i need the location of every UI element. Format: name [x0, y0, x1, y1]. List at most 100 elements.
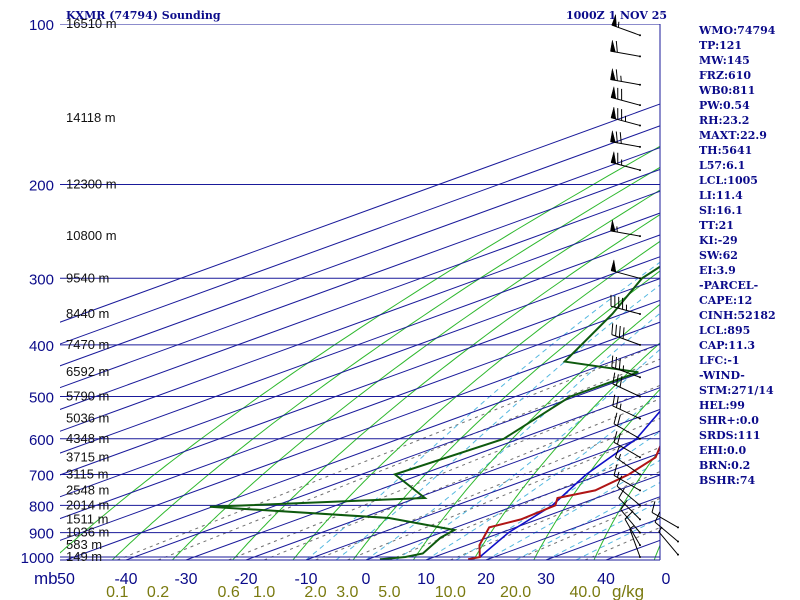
- pressure-tick-label: 400: [29, 338, 54, 355]
- index-item: TH:5641: [699, 144, 753, 157]
- isotherm: [185, 387, 660, 560]
- index-item: LCL:1005: [699, 174, 758, 187]
- mixing-ratio-label: 1.0: [253, 584, 275, 600]
- mixing-ratio-label: 0.1: [106, 584, 128, 600]
- height-label: 5036 m: [66, 411, 109, 426]
- isotherm: [60, 256, 660, 476]
- wind-barb: [610, 106, 641, 127]
- isobar-lines: [60, 24, 660, 558]
- index-item: LCL:895: [699, 324, 751, 337]
- temperature-tick-label: 10: [417, 571, 435, 588]
- wind-barb: [624, 510, 641, 547]
- wind-barb: [616, 475, 641, 507]
- dry-adiabat: [352, 270, 660, 560]
- isotherm-lines: [60, 103, 660, 560]
- temperature-tick-label: 30: [537, 571, 555, 588]
- temperature-tick-label: 0: [662, 571, 671, 588]
- dry-adiabats: [60, 145, 660, 560]
- isotherm: [365, 452, 660, 560]
- wind-barb: [610, 130, 641, 148]
- moist-adiabat: [425, 392, 660, 560]
- height-label: 1511 m: [66, 511, 108, 526]
- wind-barbs: [610, 14, 679, 559]
- dewpoint-line: [209, 265, 660, 560]
- moist-adiabat: [455, 430, 660, 560]
- wind-barb: [610, 40, 641, 58]
- height-label: 10800 m: [66, 228, 117, 243]
- isotherm: [65, 343, 660, 560]
- wind-barb: [629, 525, 641, 559]
- wind-barb: [613, 412, 641, 440]
- temperature-tick-label: -30: [174, 571, 197, 588]
- wind-barb: [612, 372, 641, 398]
- dry-adiabat: [593, 448, 660, 560]
- height-label: 3115 m: [66, 466, 108, 481]
- dry-adiabat: [232, 214, 660, 560]
- index-item: LI:11.4: [699, 189, 743, 202]
- mixing-ratio-label: 5.0: [378, 584, 400, 600]
- mixing-ratio-label: 40.0: [569, 584, 600, 600]
- height-label: 7470 m: [66, 337, 109, 352]
- pressure-tick-label: 500: [29, 390, 54, 407]
- moist-adiabat: [485, 459, 660, 560]
- grid-layer: [60, 24, 660, 560]
- height-label: 149 m: [66, 549, 102, 564]
- wind-barb: [611, 355, 641, 379]
- moist-adiabat: [395, 348, 660, 560]
- height-label: 14118 m: [66, 110, 116, 125]
- mixing-ratio-line: [228, 384, 660, 560]
- index-item: KI:-29: [699, 234, 738, 247]
- dry-adiabat: [292, 240, 660, 560]
- moist-adiabat: [365, 312, 660, 560]
- index-item: L57:6.1: [699, 159, 746, 172]
- height-labels: 16510 m 14118 m 12300 m 10800 m 9540 m 8440 m…: [66, 16, 117, 564]
- mixing-ratio-label: 0.2: [147, 584, 169, 600]
- index-item: BSHR:74: [699, 474, 756, 487]
- index-item: EHI:0.0: [699, 444, 747, 457]
- mixing-ratio-label: 10.0: [435, 584, 466, 600]
- temperature-tick-label: 0: [362, 571, 371, 588]
- height-label: 8440 m: [66, 306, 109, 321]
- pressure-axis-label: mb: [34, 569, 58, 588]
- mixing-ratio-label: 2.0: [304, 584, 326, 600]
- temperature-tick-label: 50: [57, 571, 75, 588]
- index-item: TP:121: [699, 39, 743, 52]
- temperature-tick-label: -10: [294, 571, 317, 588]
- index-item: -WIND-: [699, 369, 745, 382]
- isotherm: [305, 430, 660, 560]
- mixing-ratio-line: [117, 343, 660, 560]
- height-label: 1036 m: [66, 525, 109, 540]
- temperature-tick-label: -20: [234, 571, 257, 588]
- surface-wind-barb: [654, 511, 679, 543]
- dry-adiabat: [60, 145, 660, 554]
- isotherm: [60, 168, 660, 389]
- index-item: -PARCEL-: [699, 279, 759, 292]
- temperature-tick-label: 40: [597, 571, 615, 588]
- isotherm: [60, 212, 660, 432]
- index-item: SW:62: [699, 249, 738, 262]
- mixing-ratio-label: 3.0: [336, 584, 358, 600]
- wind-barb: [610, 68, 641, 86]
- surface-wind-barb: [658, 526, 679, 556]
- temperature-tick-label: -40: [114, 571, 137, 588]
- isotherm: [60, 190, 660, 410]
- height-label: 2548 m: [66, 482, 109, 497]
- pressure-tick-label: 700: [29, 467, 54, 484]
- isotherm: [60, 103, 660, 323]
- mixing-ratio-label: 0.6: [217, 584, 239, 600]
- wind-barb: [611, 14, 641, 37]
- wind-barb: [610, 151, 641, 172]
- height-label: 3715 m: [66, 449, 109, 464]
- dry-adiabat: [111, 166, 660, 560]
- pressure-tick-label: 100: [29, 17, 54, 34]
- mixing-ratio-line: [389, 446, 660, 560]
- stability-index-panel: WMO:74794 TP:121 MW:145 FRZ:610 WB0:811 PW:0.…: [699, 23, 776, 488]
- isotherm: [60, 147, 660, 367]
- pressure-tick-label: 200: [29, 177, 54, 194]
- mixing-ratio-unit-label: g/kg: [612, 582, 644, 600]
- index-item: CAPE:12: [699, 294, 753, 307]
- height-label: 16510 m: [66, 16, 117, 31]
- mixing-ratio-labels: 0.1 0.2 0.6 1.0 2.0 3.0 5.0 10.0 20.0 40.0: [106, 584, 601, 600]
- dry-adiabat: [533, 388, 660, 560]
